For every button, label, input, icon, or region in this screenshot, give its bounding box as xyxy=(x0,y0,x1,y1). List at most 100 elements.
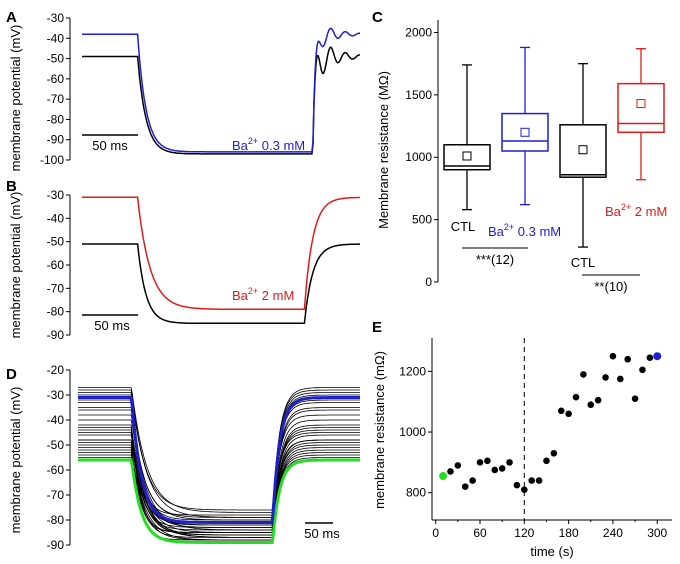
panel-b-ylabel: membrane potential (mV) xyxy=(8,192,23,339)
panel-e-tick-label: 1200 xyxy=(399,364,426,378)
panel-d-trace xyxy=(78,394,360,518)
panel-e-point xyxy=(469,477,476,484)
panel-c-sig-1: ***(12) xyxy=(476,252,514,267)
panel-d-trace-first xyxy=(78,458,360,544)
panel-e-point xyxy=(550,449,558,457)
panel-d-y-axis: -20 -30 -40 -50 -60 -70 -80 -90 xyxy=(47,363,71,552)
panel-label-d: D xyxy=(6,366,17,383)
panel-c-box-3-mean xyxy=(578,145,588,155)
panel-e-point xyxy=(631,395,639,402)
panel-c-box-1-rect xyxy=(443,144,491,171)
panel-d-scalebar-label: 50 ms xyxy=(304,526,340,541)
panel-e-point xyxy=(594,396,602,404)
panel-d-trace xyxy=(78,392,360,516)
panel-e-point xyxy=(617,375,624,383)
panel-e-point xyxy=(498,465,506,472)
panel-label-e: E xyxy=(372,319,382,336)
panel-d-tick-label: -70 xyxy=(47,488,65,502)
panel-b-tick-label: -30 xyxy=(47,188,65,202)
panel-a-annotation: Ba2+ 0.3 mM xyxy=(232,136,305,153)
panel-d-trace xyxy=(78,439,360,528)
panel-c-ylabel: Membrane resistance (MΩ) xyxy=(376,71,391,229)
panel-d-trace xyxy=(78,389,360,511)
panel-e-x-tick-label: 0 xyxy=(432,526,439,540)
panel-c-tick-label: 1500 xyxy=(405,88,432,102)
panel-b-tick-label: -50 xyxy=(47,235,65,249)
panel-c-tick-label: 1000 xyxy=(405,150,432,164)
panel-d-trace xyxy=(78,414,360,521)
panel-b-tick-label: -60 xyxy=(47,258,65,272)
panel-d-tick-label: -20 xyxy=(47,363,65,377)
panel-b-trace-red xyxy=(82,196,360,311)
panel-e-point xyxy=(528,477,535,484)
panel-c-tick-label: 0 xyxy=(425,275,432,289)
panel-d-trace xyxy=(78,387,360,513)
panel-c-boxes xyxy=(443,46,665,248)
panel-e-x-tick-label: 120 xyxy=(514,526,534,540)
panel-b-scalebar-label: 50 ms xyxy=(94,318,130,333)
panel-d-trace xyxy=(78,439,360,536)
panel-e-point xyxy=(491,466,499,474)
panel-d-trace xyxy=(78,429,360,531)
panel-c-y-axis: 2000 1500 1000 500 0 xyxy=(405,20,439,289)
panel-b-tick-label: -70 xyxy=(47,281,65,295)
panel-e-x-tick-label: 60 xyxy=(473,526,487,540)
panel-b-y-axis: -30 -40 -50 -60 -70 -80 -90 xyxy=(47,188,71,342)
panel-b-trace-black xyxy=(82,243,360,325)
panel-c-label-ctl1: CTL xyxy=(451,219,476,234)
panel-e-x-tick-label: 300 xyxy=(647,526,667,540)
panel-a-tick-label: -80 xyxy=(47,112,65,126)
panel-e-tick-label: 1000 xyxy=(399,425,426,439)
panel-label-c: C xyxy=(372,9,383,26)
panel-c-box-2-rect xyxy=(501,112,549,152)
panel-b-tick-label: -90 xyxy=(47,328,65,342)
panel-e-point xyxy=(543,457,550,465)
panel-e-point xyxy=(461,483,469,490)
panel-d-tick-label: -80 xyxy=(47,513,65,527)
panel-e-point-first xyxy=(439,472,448,481)
panel-e-chart: membrane resistance (mΩ) time (s) 800 100… xyxy=(372,338,672,559)
panel-e-point xyxy=(476,459,484,466)
panel-a-tick-label: -30 xyxy=(47,11,65,25)
panel-a-tick-label: -90 xyxy=(47,133,65,147)
panel-b-annotation: Ba2+ 2 mM xyxy=(232,286,294,303)
panel-a-trace-blue xyxy=(82,27,360,153)
panel-c-tick-label: 500 xyxy=(412,213,432,227)
panel-e-point xyxy=(506,459,513,466)
panel-d-traces xyxy=(78,387,360,544)
panel-e-point xyxy=(565,410,572,418)
panel-d-trace-last xyxy=(78,396,360,524)
panel-e-point xyxy=(602,374,609,381)
panel-e-point xyxy=(484,457,491,465)
panel-a-tick-label: -50 xyxy=(47,52,65,66)
panel-b-tick-label: -40 xyxy=(47,211,65,225)
panel-d-tick-label: -30 xyxy=(47,388,65,402)
panel-a-scalebar-label: 50 ms xyxy=(92,138,128,153)
panel-e-point xyxy=(513,481,521,489)
panel-e-x-tick-label: 240 xyxy=(603,526,623,540)
panel-e-point xyxy=(639,366,646,374)
panel-d-ylabel: membrane potential (mV) xyxy=(8,387,23,534)
panel-b-traces xyxy=(82,196,360,325)
panel-a-y-axis: -30 -40 -50 -60 -70 -80 -90 -100 xyxy=(40,11,71,167)
panel-a-tick-label: -70 xyxy=(47,92,65,106)
panel-e-xlabel: time (s) xyxy=(530,544,573,559)
panel-e-point xyxy=(587,401,595,409)
panel-b-chart: membrane potential (mV) -30 -40 -50 -60 -70 -… xyxy=(8,188,360,342)
panel-a-tick-label: -100 xyxy=(40,153,64,167)
panel-d-trace xyxy=(78,457,360,541)
panel-e-points xyxy=(439,352,662,493)
panel-d-trace xyxy=(78,419,360,531)
panel-e-x-tick-label: 180 xyxy=(559,526,579,540)
panel-d-chart: membrane potential (mV) -20-30-40-50-60-… xyxy=(8,363,360,552)
panel-label-a: A xyxy=(6,9,17,26)
panel-a-ylabel: membrane potential (mV) xyxy=(8,25,23,172)
panel-e-point xyxy=(609,352,617,360)
panel-label-b: B xyxy=(6,178,17,195)
panel-c-box-1-mean xyxy=(462,151,472,161)
panel-d-trace xyxy=(78,424,360,533)
panel-c-box-4-rect xyxy=(617,82,665,134)
panel-a-chart: membrane potential (mV) -30-40-50-60-70-… xyxy=(8,11,361,172)
panel-e-point xyxy=(572,393,580,401)
